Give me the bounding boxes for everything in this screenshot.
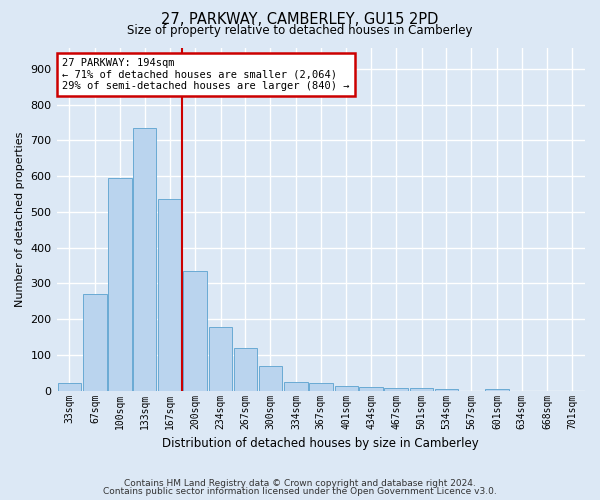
Y-axis label: Number of detached properties: Number of detached properties [15,132,25,307]
Bar [309,384,332,390]
Bar [259,366,282,390]
Bar [83,294,107,390]
Text: Contains HM Land Registry data © Crown copyright and database right 2024.: Contains HM Land Registry data © Crown c… [124,478,476,488]
Bar [58,384,81,390]
Text: Size of property relative to detached houses in Camberley: Size of property relative to detached ho… [127,24,473,37]
Text: 27, PARKWAY, CAMBERLEY, GU15 2PD: 27, PARKWAY, CAMBERLEY, GU15 2PD [161,12,439,28]
Text: Contains public sector information licensed under the Open Government Licence v3: Contains public sector information licen… [103,487,497,496]
Bar [183,271,207,390]
Text: 27 PARKWAY: 194sqm
← 71% of detached houses are smaller (2,064)
29% of semi-deta: 27 PARKWAY: 194sqm ← 71% of detached hou… [62,58,349,91]
Bar [108,178,131,390]
Bar [133,128,157,390]
Bar [359,387,383,390]
Bar [384,388,408,390]
Bar [209,327,232,390]
Bar [158,200,182,390]
X-axis label: Distribution of detached houses by size in Camberley: Distribution of detached houses by size … [163,437,479,450]
Bar [435,389,458,390]
Bar [335,386,358,390]
Bar [234,348,257,391]
Bar [485,389,509,390]
Bar [410,388,433,390]
Bar [284,382,308,390]
